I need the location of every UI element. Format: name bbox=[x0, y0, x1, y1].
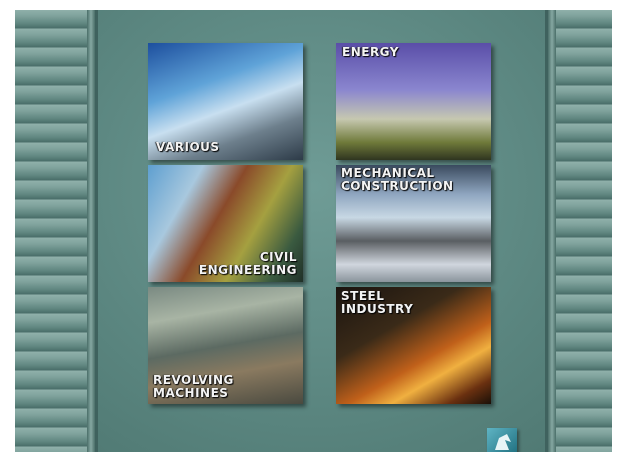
tile-label: CONSTRUCTION bbox=[341, 180, 454, 193]
left-shutter bbox=[15, 10, 98, 452]
tile-label: VARIOUS bbox=[156, 141, 220, 154]
right-shutter bbox=[545, 10, 612, 452]
shutter-post bbox=[548, 10, 556, 452]
page: {"tiles":[ {"label":["VARIOUS"]}, {"labe… bbox=[0, 0, 625, 459]
shutter-post bbox=[87, 10, 95, 452]
back-button[interactable] bbox=[487, 428, 517, 452]
tile-label: INDUSTRY bbox=[341, 303, 413, 316]
tile-label: MACHINES bbox=[153, 387, 234, 400]
tile-energy[interactable]: ENERGY bbox=[336, 43, 491, 160]
tile-label: ENERGY bbox=[342, 46, 399, 59]
tile-various[interactable]: VARIOUS bbox=[148, 43, 303, 160]
back-icon bbox=[487, 428, 517, 452]
tile-label: ENGINEERING bbox=[199, 264, 297, 277]
horse-head-icon bbox=[495, 434, 511, 450]
